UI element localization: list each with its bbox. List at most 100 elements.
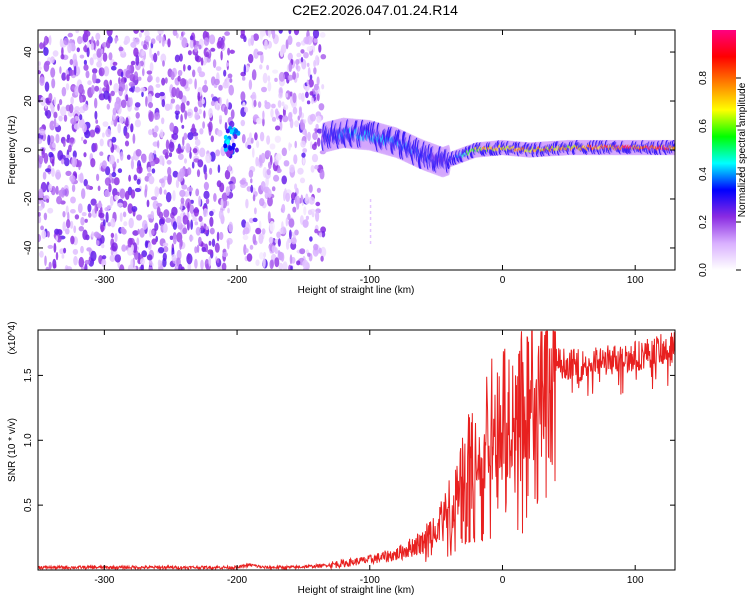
noise-cell bbox=[171, 86, 177, 98]
noise-cell bbox=[369, 229, 372, 232]
noise-cell bbox=[267, 81, 272, 92]
noise-cell bbox=[122, 200, 128, 208]
noise-cell bbox=[301, 92, 305, 103]
noise-cell bbox=[239, 179, 246, 185]
noise-cell bbox=[185, 142, 191, 154]
noise-cell bbox=[137, 228, 140, 235]
snr-x-tick-label: 0 bbox=[500, 575, 506, 586]
noise-cell bbox=[244, 106, 248, 113]
noise-cell bbox=[144, 240, 149, 249]
noise-cell bbox=[75, 30, 80, 34]
noise-cell bbox=[94, 97, 98, 109]
spectrogram-y-tick-label: -40 bbox=[23, 240, 34, 255]
noise-cell bbox=[94, 110, 98, 120]
noise-cell bbox=[179, 78, 187, 87]
noise-cell bbox=[194, 246, 198, 254]
noise-cell bbox=[131, 156, 135, 161]
noise-cell bbox=[218, 209, 224, 220]
noise-cell bbox=[125, 70, 131, 79]
noise-cell bbox=[59, 66, 62, 74]
noise-cell bbox=[306, 62, 310, 67]
noise-cell bbox=[139, 228, 145, 238]
noise-cell bbox=[222, 251, 229, 258]
noise-cell bbox=[302, 157, 305, 165]
noise-cell bbox=[259, 64, 263, 70]
noise-cell bbox=[205, 225, 209, 231]
noise-cell bbox=[281, 205, 285, 210]
noise-cell bbox=[306, 46, 313, 52]
noise-cell bbox=[70, 209, 76, 214]
noise-cell bbox=[92, 68, 98, 74]
noise-cell bbox=[58, 115, 63, 122]
spectrogram-x-tick-label: -100 bbox=[360, 275, 380, 286]
noise-cell bbox=[105, 211, 109, 223]
noise-cell bbox=[251, 91, 257, 103]
noise-cell bbox=[53, 263, 57, 269]
noise-cell bbox=[161, 36, 165, 47]
ridge-cell bbox=[233, 134, 238, 139]
noise-cell bbox=[175, 179, 180, 189]
noise-cell bbox=[169, 235, 174, 240]
noise-cell bbox=[97, 185, 101, 192]
noise-cell bbox=[79, 114, 83, 121]
noise-cell bbox=[122, 211, 127, 218]
noise-cell bbox=[302, 148, 308, 153]
noise-cell bbox=[169, 122, 175, 132]
noise-cell bbox=[253, 33, 259, 41]
noise-cell bbox=[84, 218, 88, 223]
noise-cell bbox=[102, 132, 105, 138]
noise-cell bbox=[138, 32, 142, 38]
noise-cell bbox=[214, 242, 220, 253]
noise-cell bbox=[252, 217, 258, 223]
noise-cell bbox=[78, 256, 85, 268]
noise-cell bbox=[208, 256, 212, 267]
noise-cell bbox=[224, 31, 231, 36]
noise-cell bbox=[98, 212, 105, 218]
noise-cell bbox=[101, 42, 108, 48]
noise-cell bbox=[92, 72, 97, 84]
noise-cell bbox=[250, 137, 254, 144]
noise-cell bbox=[60, 106, 67, 117]
noise-cell bbox=[57, 150, 64, 161]
colorbar-tick-label: 0.6 bbox=[698, 119, 709, 133]
noise-cell bbox=[316, 115, 322, 123]
noise-cell bbox=[230, 109, 235, 120]
noise-cell bbox=[81, 188, 86, 200]
spectrogram-x-tick-label: 0 bbox=[500, 275, 506, 286]
noise-cell bbox=[154, 125, 159, 133]
noise-cell bbox=[188, 78, 193, 85]
noise-cell bbox=[186, 111, 192, 116]
noise-cell bbox=[53, 96, 57, 106]
noise-cell bbox=[277, 250, 281, 256]
noise-cell bbox=[130, 123, 134, 133]
noise-cell bbox=[38, 234, 42, 243]
noise-cell bbox=[274, 257, 280, 268]
noise-cell bbox=[69, 69, 75, 76]
noise-cell bbox=[94, 142, 98, 152]
noise-cell bbox=[259, 131, 265, 142]
noise-cell bbox=[182, 136, 185, 147]
noise-cell bbox=[278, 30, 283, 34]
noise-cell bbox=[294, 195, 301, 206]
noise-cell bbox=[39, 128, 46, 136]
noise-cell bbox=[292, 106, 298, 115]
noise-cell bbox=[78, 118, 85, 129]
noise-cell bbox=[61, 86, 67, 97]
noise-cell bbox=[55, 169, 61, 181]
noise-cell bbox=[79, 54, 85, 59]
noise-cell bbox=[264, 39, 268, 50]
noise-cell bbox=[302, 259, 309, 269]
noise-cell bbox=[308, 184, 313, 193]
noise-cell bbox=[255, 259, 260, 267]
noise-cell bbox=[130, 244, 134, 253]
noise-cell bbox=[189, 204, 195, 214]
noise-cell bbox=[166, 159, 172, 165]
noise-cell bbox=[177, 69, 183, 77]
noise-cell bbox=[272, 69, 279, 74]
spectrogram-x-tick-label: 100 bbox=[627, 275, 644, 286]
noise-cell bbox=[70, 235, 75, 245]
noise-cell bbox=[226, 239, 230, 250]
noise-cell bbox=[288, 62, 293, 73]
noise-cell bbox=[103, 66, 110, 77]
noise-cell bbox=[55, 251, 59, 261]
